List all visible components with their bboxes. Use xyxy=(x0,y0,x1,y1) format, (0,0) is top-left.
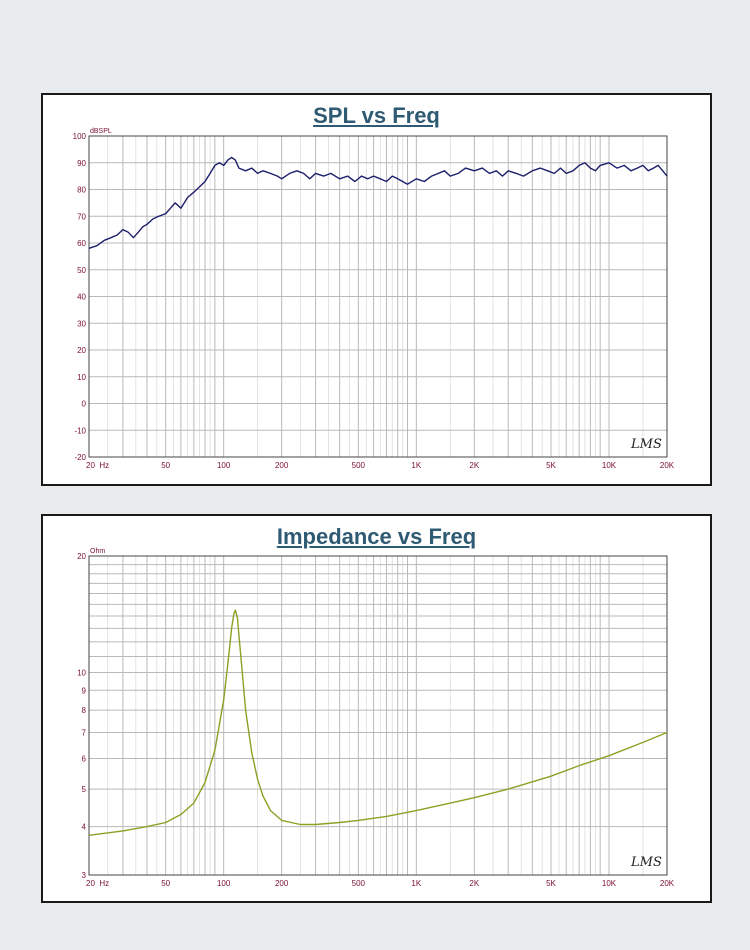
x-tick-label: 100 xyxy=(217,461,231,470)
y-tick-label: 50 xyxy=(77,266,86,275)
y-tick-label: 70 xyxy=(77,212,86,221)
spl-chart-title: SPL vs Freq xyxy=(313,103,440,128)
x-tick-label: 1K xyxy=(411,461,421,470)
x-tick-label: 2K xyxy=(469,461,479,470)
lms-logo: LMS xyxy=(630,437,662,452)
series-line xyxy=(88,609,668,836)
y-tick-label: 60 xyxy=(77,239,86,248)
y-tick-label: 8 xyxy=(82,706,87,715)
x-tick-label: 200 xyxy=(275,461,289,470)
y-tick-label: -20 xyxy=(74,453,86,462)
impedance-chart-panel: Impedance vs Freq 20 10 9 8 7 6 5 4 3 20 Hz 50 100 2… xyxy=(41,514,712,903)
y-tick-label: 80 xyxy=(77,186,86,195)
x-tick-label: 500 xyxy=(352,461,366,470)
x-tick-label: 20 Hz xyxy=(86,879,109,888)
x-tick-label: 5K xyxy=(546,461,556,470)
y-tick-label: 7 xyxy=(82,729,87,738)
x-tick-label: 20K xyxy=(660,879,675,888)
y-tick-label: 90 xyxy=(77,159,86,168)
y-tick-label: 40 xyxy=(77,293,86,302)
x-tick-label: 500 xyxy=(352,879,366,888)
x-tick-label: 100 xyxy=(217,879,231,888)
y-unit-label: Ohm xyxy=(90,548,105,555)
series-line xyxy=(88,156,668,249)
y-tick-label: 4 xyxy=(82,823,87,832)
y-tick-label: -10 xyxy=(74,426,86,435)
y-tick-label: 10 xyxy=(77,669,86,678)
x-tick-label: 10K xyxy=(602,461,617,470)
x-tick-label: 10K xyxy=(602,879,617,888)
y-tick-label: 6 xyxy=(82,754,87,763)
plot-frame xyxy=(88,555,668,876)
y-unit-label: dBSPL xyxy=(90,128,112,135)
x-tick-label: 20 Hz xyxy=(86,461,109,470)
y-tick-label: 10 xyxy=(77,373,86,382)
x-tick-label: 50 xyxy=(161,879,170,888)
y-tick-label: 20 xyxy=(77,552,86,561)
x-tick-label: 200 xyxy=(275,879,289,888)
y-tick-label: 5 xyxy=(82,785,87,794)
y-tick-label: 3 xyxy=(82,871,87,880)
x-tick-label: 50 xyxy=(161,461,170,470)
spl-chart-panel: SPL vs Freq 100 90 80 70 60 50 40 30 20 10 0 -10 -20… xyxy=(41,93,712,486)
lms-logo: LMS xyxy=(630,855,662,870)
x-tick-label: 5K xyxy=(546,879,556,888)
x-tick-label: 1K xyxy=(411,879,421,888)
y-tick-label: 0 xyxy=(82,400,87,409)
y-tick-label: 100 xyxy=(73,132,87,141)
x-tick-label: 2K xyxy=(469,879,479,888)
plot-frame xyxy=(88,135,668,458)
impedance-chart-svg: 20 10 9 8 7 6 5 4 320 Hz 50 100 200 500 1K 2K 5K 10K 20K O… xyxy=(77,548,675,888)
y-tick-label: 30 xyxy=(77,319,86,328)
x-tick-label: 20K xyxy=(660,461,675,470)
y-tick-label: 20 xyxy=(77,346,86,355)
y-tick-label: 9 xyxy=(82,686,87,695)
impedance-chart-title: Impedance vs Freq xyxy=(276,524,477,549)
